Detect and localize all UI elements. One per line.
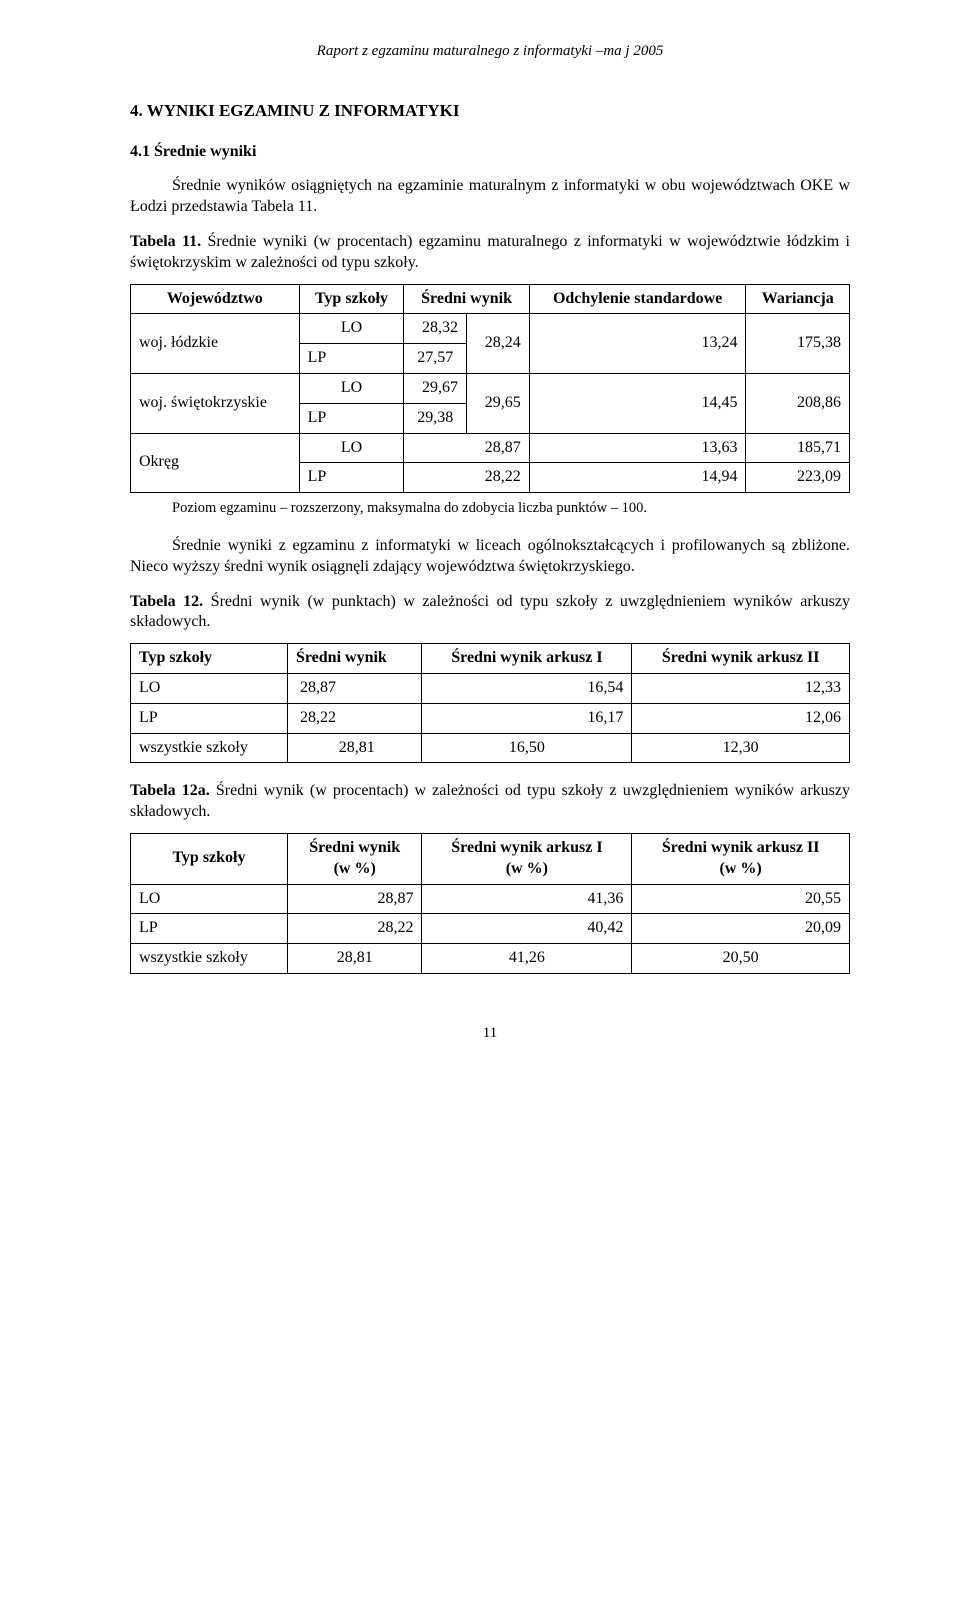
cell: woj. łódzkie xyxy=(131,314,300,374)
table-12a: Typ szkoły Średni wynik (w %) Średni wyn… xyxy=(130,833,850,974)
col-header: Województwo xyxy=(131,284,300,314)
cell: 14,94 xyxy=(529,463,746,493)
col-header: Średni wynik xyxy=(404,284,529,314)
cell: 20,50 xyxy=(632,944,850,974)
cell: wszystkie szkoły xyxy=(131,733,288,763)
cell: LO xyxy=(131,884,288,914)
page-number: 11 xyxy=(130,1024,850,1044)
cell: 29,67 xyxy=(404,373,467,403)
cell: 16,54 xyxy=(422,673,632,703)
cell: LP xyxy=(131,703,288,733)
cell: 29,65 xyxy=(467,373,530,433)
table11-caption: Tabela 11. Średnie wyniki (w procentach)… xyxy=(130,232,850,274)
cell: 40,42 xyxy=(422,914,632,944)
table12-caption-text: Średni wynik (w punktach) w zależności o… xyxy=(130,593,850,631)
cell: 41,26 xyxy=(422,944,632,974)
cell: 16,17 xyxy=(422,703,632,733)
cell: 29,38 xyxy=(404,403,467,433)
cell: 208,86 xyxy=(746,373,850,433)
header-line1: Średni wynik arkusz I xyxy=(451,839,602,856)
cell: 185,71 xyxy=(746,433,850,463)
header-line2: (w %) xyxy=(506,860,548,877)
table12a-caption-label: Tabela 12a. xyxy=(130,782,210,799)
cell: 28,32 xyxy=(404,314,467,344)
cell: 28,81 xyxy=(287,733,422,763)
cell: 13,24 xyxy=(529,314,746,374)
cell: 27,57 xyxy=(404,344,467,374)
table-row: LP 28,22 40,42 20,09 xyxy=(131,914,850,944)
cell: 28,81 xyxy=(287,944,422,974)
table11-footnote: Poziom egzaminu – rozszerzony, maksymaln… xyxy=(130,499,850,518)
table12-caption: Tabela 12. Średni wynik (w punktach) w z… xyxy=(130,592,850,634)
table11-caption-label: Tabela 11. xyxy=(130,233,201,250)
intro-paragraph: Średnie wyników osiągniętych na egzamini… xyxy=(130,176,850,218)
table-row: wszystkie szkoły 28,81 41,26 20,50 xyxy=(131,944,850,974)
cell: LP xyxy=(131,914,288,944)
table-row: Województwo Typ szkoły Średni wynik Odch… xyxy=(131,284,850,314)
cell: 12,33 xyxy=(632,673,850,703)
col-header: Typ szkoły xyxy=(131,833,288,884)
table-row: Typ szkoły Średni wynik Średni wynik ark… xyxy=(131,644,850,674)
table-row: Typ szkoły Średni wynik (w %) Średni wyn… xyxy=(131,833,850,884)
running-header: Raport z egzaminu maturalnego z informat… xyxy=(130,42,850,62)
section-title: 4. WYNIKI EGZAMINU Z INFORMATYKI xyxy=(130,100,850,122)
table-row: wszystkie szkoły 28,81 16,50 12,30 xyxy=(131,733,850,763)
cell: 28,24 xyxy=(467,314,530,374)
table12-caption-label: Tabela 12. xyxy=(130,593,203,610)
header-line2: (w %) xyxy=(334,860,376,877)
header-line1: Średni wynik xyxy=(309,839,400,856)
cell: Okręg xyxy=(131,433,300,493)
table12a-caption: Tabela 12a. Średni wynik (w procentach) … xyxy=(130,781,850,823)
cell: 28,22 xyxy=(404,463,529,493)
cell: 12,30 xyxy=(632,733,850,763)
cell: 13,63 xyxy=(529,433,746,463)
col-header: Średni wynik xyxy=(287,644,422,674)
header-line2: (w %) xyxy=(720,860,762,877)
cell: LP xyxy=(299,403,404,433)
cell: LO xyxy=(131,673,288,703)
cell: 223,09 xyxy=(746,463,850,493)
cell: 20,09 xyxy=(632,914,850,944)
cell: wszystkie szkoły xyxy=(131,944,288,974)
table-12: Typ szkoły Średni wynik Średni wynik ark… xyxy=(130,643,850,763)
cell: 41,36 xyxy=(422,884,632,914)
col-header: Średni wynik arkusz II (w %) xyxy=(632,833,850,884)
col-header: Średni wynik arkusz I (w %) xyxy=(422,833,632,884)
col-header: Wariancja xyxy=(746,284,850,314)
col-header: Typ szkoły xyxy=(299,284,404,314)
header-line1: Średni wynik arkusz II xyxy=(662,839,820,856)
table-row: woj. łódzkie LO 28,32 28,24 13,24 175,38 xyxy=(131,314,850,344)
table12a-caption-text: Średni wynik (w procentach) w zależności… xyxy=(130,782,850,820)
cell: 28,22 xyxy=(287,703,422,733)
cell: 28,22 xyxy=(287,914,422,944)
cell: 12,06 xyxy=(632,703,850,733)
col-header: Średni wynik arkusz II xyxy=(632,644,850,674)
cell: LP xyxy=(299,344,404,374)
col-header: Odchylenie standardowe xyxy=(529,284,746,314)
cell: woj. świętokrzyskie xyxy=(131,373,300,433)
table-11: Województwo Typ szkoły Średni wynik Odch… xyxy=(130,284,850,494)
table-row: Okręg LO 28,87 13,63 185,71 xyxy=(131,433,850,463)
col-header: Średni wynik (w %) xyxy=(287,833,422,884)
table-row: woj. świętokrzyskie LO 29,67 29,65 14,45… xyxy=(131,373,850,403)
cell: LO xyxy=(299,314,404,344)
table-row: LO 28,87 41,36 20,55 xyxy=(131,884,850,914)
cell: 28,87 xyxy=(287,673,422,703)
cell: 14,45 xyxy=(529,373,746,433)
cell: 20,55 xyxy=(632,884,850,914)
cell: 28,87 xyxy=(404,433,529,463)
table-row: LO 28,87 16,54 12,33 xyxy=(131,673,850,703)
cell: 175,38 xyxy=(746,314,850,374)
table-row: LP 28,22 16,17 12,06 xyxy=(131,703,850,733)
col-header: Średni wynik arkusz I xyxy=(422,644,632,674)
cell: 28,87 xyxy=(287,884,422,914)
subsection-title: 4.1 Średnie wyniki xyxy=(130,142,850,163)
cell: 16,50 xyxy=(422,733,632,763)
col-header: Typ szkoły xyxy=(131,644,288,674)
cell: LO xyxy=(299,373,404,403)
table11-caption-text: Średnie wyniki (w procentach) egzaminu m… xyxy=(130,233,850,271)
cell: LP xyxy=(299,463,404,493)
paragraph-after-t11: Średnie wyniki z egzaminu z informatyki … xyxy=(130,536,850,578)
cell: LO xyxy=(299,433,404,463)
